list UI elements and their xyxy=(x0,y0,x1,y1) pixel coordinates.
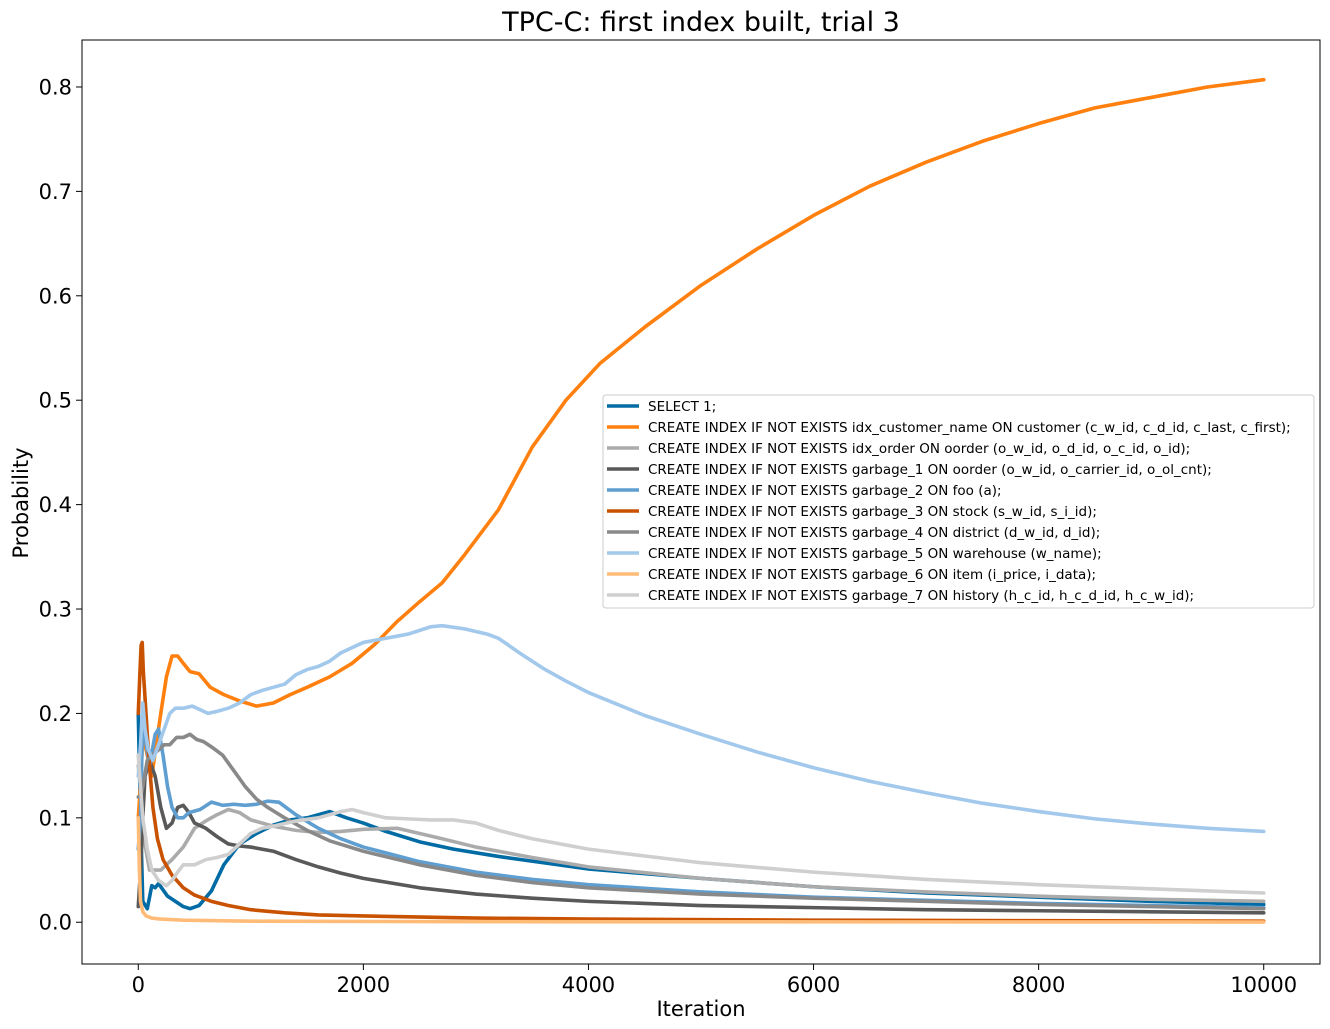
series-line-10 xyxy=(136,753,1266,895)
plot-lines xyxy=(136,77,1266,924)
x-axis-label: Iteration xyxy=(656,997,745,1021)
x-axis: 0 2000 4000 6000 8000 10000 xyxy=(132,964,1297,997)
y-tick-label: 0.4 xyxy=(39,493,72,517)
x-tick-label: 8000 xyxy=(1012,973,1065,997)
chart-title: TPC-C: first index built, trial 3 xyxy=(501,7,900,38)
x-tick-label: 0 xyxy=(132,973,145,997)
y-tick-label: 0.6 xyxy=(39,284,72,308)
x-tick-label: 6000 xyxy=(787,973,840,997)
y-tick-label: 0.5 xyxy=(39,389,72,413)
y-tick-label: 0.0 xyxy=(39,911,72,935)
plot-frame xyxy=(81,39,1321,965)
y-tick-label: 0.8 xyxy=(39,75,72,99)
legend-label-9: CREATE INDEX IF NOT EXISTS garbage_6 ON … xyxy=(648,567,1096,583)
y-tick-label: 0.1 xyxy=(39,806,72,830)
series-line-7 xyxy=(136,732,1266,911)
x-tick-label: 2000 xyxy=(337,973,390,997)
legend-label-10: CREATE INDEX IF NOT EXISTS garbage_7 ON … xyxy=(648,588,1194,604)
series-line-8 xyxy=(136,623,1266,834)
y-tick-label: 0.3 xyxy=(39,598,72,622)
legend-label-8: CREATE INDEX IF NOT EXISTS garbage_5 ON … xyxy=(648,546,1102,562)
series-line-5 xyxy=(136,711,1266,910)
legend-label-5: CREATE INDEX IF NOT EXISTS garbage_2 ON … xyxy=(648,483,1002,499)
series-line-4 xyxy=(136,758,1266,915)
legend-label-1: SELECT 1; xyxy=(648,399,716,415)
y-axis: 0.0 0.1 0.2 0.3 0.4 0.5 0.6 0.7 0.8 xyxy=(39,75,82,935)
y-tick-label: 0.7 xyxy=(39,180,72,204)
series-line-6 xyxy=(136,640,1266,923)
legend-label-7: CREATE INDEX IF NOT EXISTS garbage_4 ON … xyxy=(648,525,1100,541)
legend-label-4: CREATE INDEX IF NOT EXISTS garbage_1 ON … xyxy=(648,462,1212,478)
series-line-9 xyxy=(136,816,1266,924)
legend-label-3: CREATE INDEX IF NOT EXISTS idx_order ON … xyxy=(648,441,1190,457)
x-tick-label: 10000 xyxy=(1230,973,1297,997)
y-axis-label: Probability xyxy=(9,447,33,558)
series-line-2 xyxy=(136,77,1266,820)
legend-box xyxy=(602,394,1315,609)
legend-label-6: CREATE INDEX IF NOT EXISTS garbage_3 ON … xyxy=(648,504,1097,520)
legend-label-2: CREATE INDEX IF NOT EXISTS idx_customer_… xyxy=(648,420,1291,436)
series-line-3 xyxy=(136,763,1266,904)
x-tick-label: 4000 xyxy=(562,973,615,997)
legend: SELECT 1; CREATE INDEX IF NOT EXISTS idx_… xyxy=(602,394,1315,609)
y-tick-label: 0.2 xyxy=(39,702,72,726)
